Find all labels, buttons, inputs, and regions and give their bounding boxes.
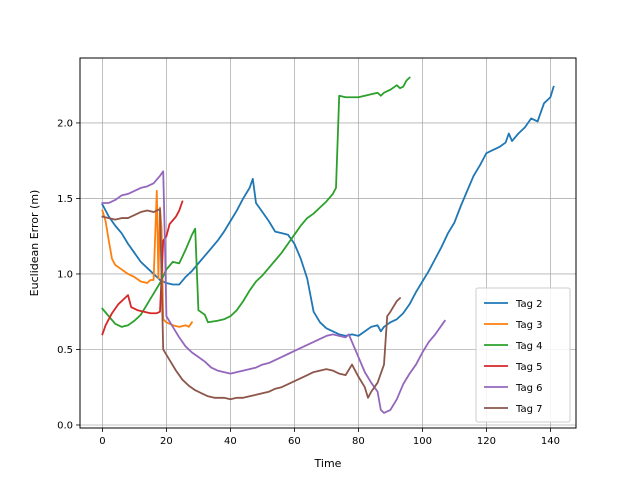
x-tick-label: 60: [288, 436, 301, 447]
legend-label: Tag 7: [515, 404, 542, 415]
y-tick-label: 1.5: [57, 194, 73, 205]
series-line-tag-3: [101, 190, 194, 328]
y-axis-label: Euclidean Error (m): [28, 190, 41, 297]
y-tick-label: 2.0: [57, 118, 73, 129]
legend-label: Tag 2: [515, 299, 542, 310]
legend-label: Tag 3: [515, 320, 542, 331]
legend-label: Tag 6: [515, 383, 542, 394]
series-line-tag-6: [101, 170, 447, 414]
series-line-tag-7: [101, 208, 402, 401]
legend-label: Tag 4: [515, 341, 542, 352]
legend: Tag 2 Tag 3 Tag 4 Tag 5 Tag 6 Tag 7: [475, 287, 571, 423]
plot-frame: [79, 57, 577, 429]
series-lines: [101, 76, 555, 414]
x-axis: 0 20 40 60 80 100 120 140: [99, 428, 560, 447]
x-tick-label: 140: [541, 436, 560, 447]
y-tick-label: 0.5: [57, 345, 73, 356]
x-axis-label: Time: [314, 457, 342, 470]
legend-box: [475, 287, 571, 423]
x-tick-label: 20: [160, 436, 173, 447]
x-tick-label: 100: [413, 436, 432, 447]
legend-label: Tag 5: [515, 362, 542, 373]
x-tick-label: 80: [352, 436, 365, 447]
y-axis: 0.0 0.5 1.0 1.5 2.0: [57, 118, 80, 431]
series-line-tag-5: [101, 200, 184, 336]
y-tick-label: 1.0: [57, 269, 73, 280]
x-tick-label: 0: [99, 436, 105, 447]
series-line-tag-2: [101, 85, 555, 337]
x-tick-label: 40: [224, 436, 237, 447]
x-tick-label: 120: [477, 436, 496, 447]
y-tick-label: 0.0: [57, 420, 73, 431]
series-line-tag-4: [101, 76, 411, 328]
